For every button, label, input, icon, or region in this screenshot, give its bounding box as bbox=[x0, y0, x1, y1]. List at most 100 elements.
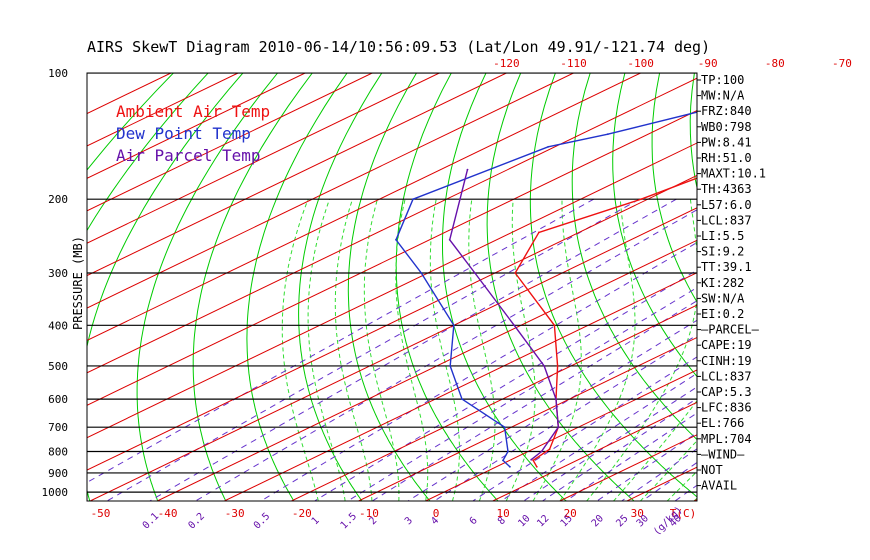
mixing-ratio-line bbox=[149, 198, 677, 501]
series-point bbox=[514, 272, 517, 274]
series-point bbox=[538, 231, 540, 234]
isotherm bbox=[761, 73, 870, 501]
series-point bbox=[854, 72, 856, 74]
dry-adiabat bbox=[833, 73, 870, 501]
temperature-tick-label: -30 bbox=[225, 507, 245, 520]
mixing-ratio-line bbox=[523, 386, 697, 501]
dry-adiabat bbox=[136, 73, 278, 501]
mixing-ratio-label: 4 bbox=[429, 515, 441, 527]
series-point bbox=[448, 238, 451, 241]
legend-entry: Air Parcel Temp bbox=[116, 146, 261, 165]
top-temperature-tick-label: -110 bbox=[560, 57, 587, 70]
mixing-ratio-line bbox=[372, 300, 697, 501]
legend-entry: Ambient Air Temp bbox=[116, 102, 270, 121]
series-point bbox=[532, 459, 535, 462]
index-label: MPL:704 bbox=[701, 432, 752, 446]
index-label: CAPE:19 bbox=[701, 338, 752, 352]
legend: Ambient Air Temp Dew Point Temp Air Parcel… bbox=[116, 102, 270, 165]
series-point bbox=[502, 459, 504, 462]
index-label: LFC:836 bbox=[701, 401, 752, 415]
isotherm bbox=[87, 73, 574, 309]
isotherm bbox=[87, 73, 440, 244]
dry-adiabat bbox=[612, 73, 697, 378]
series-point bbox=[535, 465, 538, 468]
moist-adiabat bbox=[640, 440, 697, 501]
dry-adiabat bbox=[763, 73, 870, 501]
mixing-ratio-line bbox=[106, 198, 640, 501]
plot-frame bbox=[86, 72, 698, 502]
top-temperature-tick-label: -120 bbox=[493, 57, 520, 70]
series-point bbox=[555, 398, 557, 400]
pressure-tick-label: 200 bbox=[48, 193, 68, 206]
series-line bbox=[395, 111, 697, 468]
isotherm bbox=[87, 73, 373, 212]
index-label: LCL:837 bbox=[701, 213, 752, 227]
index-label: MAXT:10.1 bbox=[701, 167, 766, 181]
dry-adiabat bbox=[87, 73, 244, 501]
temperature-tick-label: -40 bbox=[158, 507, 178, 520]
top-temperature-tick-label: -90 bbox=[698, 57, 718, 70]
temperature-tick-label: -20 bbox=[292, 507, 312, 520]
mixing-ratio-label: 0.2 bbox=[186, 511, 207, 532]
index-label: MW:N/A bbox=[701, 89, 745, 103]
index-label: WB0:798 bbox=[701, 120, 752, 134]
temperature-tick-label: 0 bbox=[433, 507, 440, 520]
dry-adiabat bbox=[486, 73, 635, 501]
series-point bbox=[449, 365, 452, 367]
series-point bbox=[540, 450, 543, 453]
index-label: CINH:19 bbox=[701, 354, 752, 368]
mixing-ratio-label: 1 bbox=[310, 515, 322, 527]
mixing-ratio-line bbox=[500, 372, 697, 501]
top-temperature-tick-label: -70 bbox=[832, 57, 852, 70]
mixing-ratio-line bbox=[407, 319, 697, 501]
dry-adiabat bbox=[298, 73, 383, 501]
mixing-ratio-label: 10 bbox=[516, 513, 532, 529]
series-point bbox=[843, 120, 845, 122]
series-point bbox=[452, 324, 455, 327]
temperature-tick-label: -10 bbox=[359, 507, 379, 520]
chart-title: AIRS SkewT Diagram 2010-06-14/10:56:09.5… bbox=[87, 38, 710, 56]
isotherm bbox=[224, 272, 697, 501]
pressure-tick-label: 1000 bbox=[42, 486, 69, 499]
dry-adiabat bbox=[442, 73, 567, 501]
mixing-ratio-label: 3 bbox=[403, 515, 415, 527]
series-point bbox=[548, 448, 551, 451]
series-point bbox=[543, 365, 546, 367]
series-point bbox=[461, 398, 463, 400]
series-point bbox=[503, 426, 506, 429]
index-label: —WIND— bbox=[701, 447, 745, 461]
mixing-ratio-label: 25 bbox=[614, 513, 630, 529]
mixing-ratio-line bbox=[314, 269, 697, 501]
pressure-tick-label: 800 bbox=[48, 446, 68, 459]
mixing-ratio-label: 12 bbox=[535, 513, 551, 529]
index-label: LCL:837 bbox=[701, 369, 752, 383]
series-point bbox=[459, 198, 461, 201]
temperature-tick-label: -50 bbox=[91, 507, 111, 520]
series-point bbox=[530, 458, 533, 461]
mixing-ratio-line bbox=[434, 334, 697, 501]
series-point bbox=[553, 324, 556, 327]
isotherm bbox=[291, 304, 697, 501]
isotherm bbox=[87, 174, 697, 471]
isotherm bbox=[87, 73, 239, 147]
series-point bbox=[412, 198, 414, 201]
temperature-tick-label: 20 bbox=[564, 507, 577, 520]
grid-layer bbox=[87, 73, 870, 501]
series-point bbox=[466, 168, 469, 171]
mixing-ratio-label: 6 bbox=[468, 515, 480, 527]
top-temperature-tick-label: -80 bbox=[765, 57, 785, 70]
index-label: KI:282 bbox=[701, 276, 744, 290]
mixing-ratio-line bbox=[596, 432, 697, 501]
dry-adiabat bbox=[799, 73, 870, 501]
isotherm bbox=[87, 73, 641, 341]
index-label: NOT bbox=[701, 463, 723, 477]
dry-adiabat bbox=[246, 73, 348, 501]
temperature-tick-label: 30 bbox=[631, 507, 644, 520]
isotherm bbox=[87, 73, 507, 277]
index-label: TT:39.1 bbox=[701, 260, 752, 274]
mixing-ratio-label: 1.5 bbox=[339, 511, 360, 532]
index-label: CAP:5.3 bbox=[701, 385, 752, 399]
index-label: L57:6.0 bbox=[701, 198, 752, 212]
series-point bbox=[420, 272, 423, 274]
